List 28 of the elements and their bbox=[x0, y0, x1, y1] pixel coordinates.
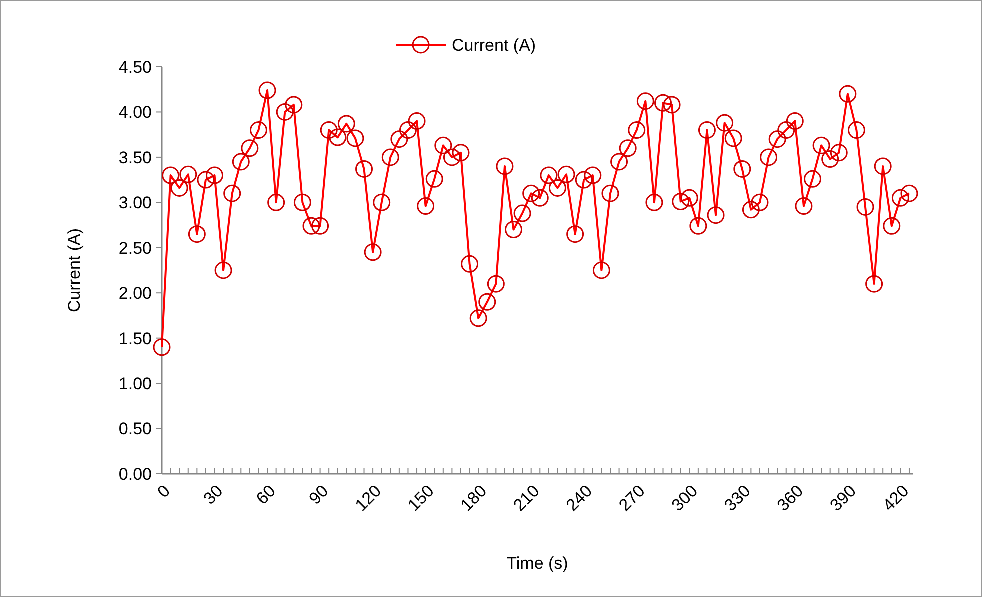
x-tick-label: 420 bbox=[879, 482, 913, 516]
x-tick-label: 90 bbox=[306, 482, 332, 508]
x-tick-label: 0 bbox=[154, 482, 174, 502]
x-tick-label: 390 bbox=[826, 482, 860, 516]
y-tick-label: 2.50 bbox=[118, 238, 152, 258]
x-tick-label: 360 bbox=[774, 482, 808, 516]
x-tick-label: 180 bbox=[457, 482, 491, 516]
y-tick-label: 1.50 bbox=[118, 329, 152, 348]
y-axis-title: Current (A) bbox=[65, 228, 84, 313]
x-axis-title: Time (s) bbox=[506, 554, 568, 573]
x-tick-label: 240 bbox=[562, 482, 596, 516]
y-tick-label: 1.00 bbox=[118, 374, 152, 394]
x-tick-label: 300 bbox=[668, 482, 702, 516]
x-tick-label: 120 bbox=[352, 482, 386, 516]
x-tick-label: 210 bbox=[510, 482, 544, 516]
y-tick-label: 3.50 bbox=[118, 148, 152, 168]
legend-label: Current (A) bbox=[452, 36, 536, 55]
x-tick-label: 60 bbox=[252, 482, 280, 508]
y-tick-label: 3.00 bbox=[118, 194, 152, 213]
y-tick-label: 4.50 bbox=[118, 58, 152, 77]
x-tick-label: 150 bbox=[404, 482, 438, 516]
y-tick-label: 0.50 bbox=[118, 420, 152, 439]
x-tick-label: 270 bbox=[615, 482, 649, 516]
x-tick-label: 330 bbox=[720, 482, 754, 516]
y-tick-label: 4.00 bbox=[118, 103, 152, 122]
y-tick-label: 0.00 bbox=[118, 464, 152, 484]
x-tick-label: 30 bbox=[200, 482, 227, 508]
y-tick-label: 2.00 bbox=[118, 284, 152, 304]
